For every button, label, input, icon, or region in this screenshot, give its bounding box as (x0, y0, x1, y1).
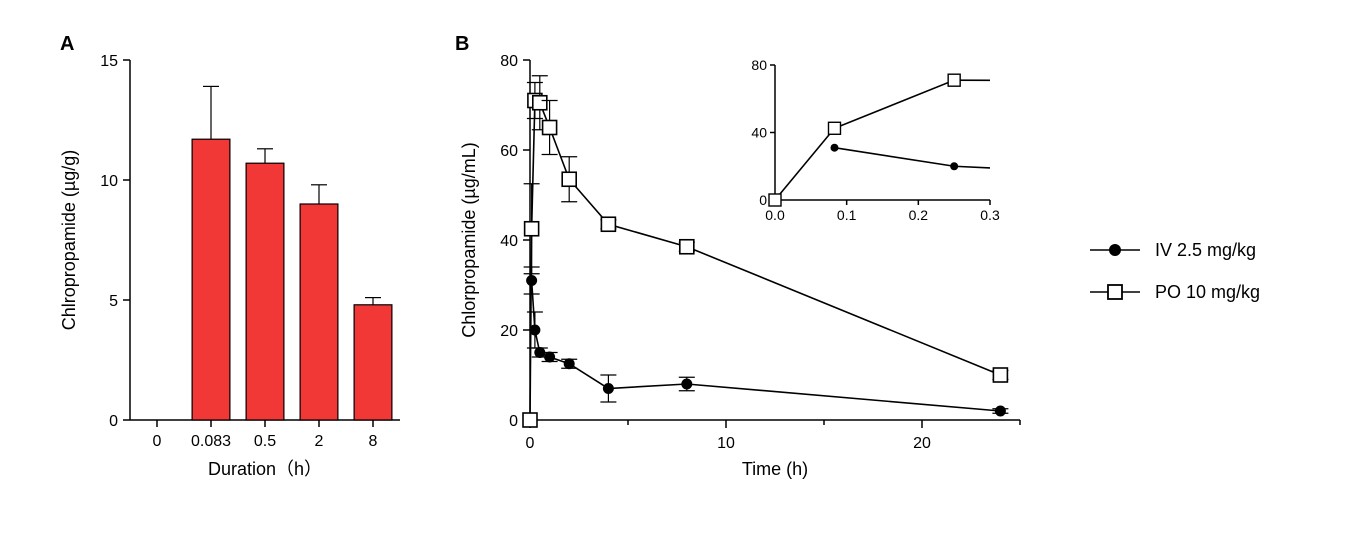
figure-stage: 05101500.0830.528Chlropropamide (µg/g)Du… (0, 0, 1363, 548)
legend-marker-square-icon (1108, 285, 1122, 299)
legend-label: IV 2.5 mg/kg (1155, 240, 1256, 260)
legend-marker-circle-icon (1109, 244, 1121, 256)
legend-svg: IV 2.5 mg/kg PO 10 mg/kg (0, 0, 1363, 548)
legend-label: PO 10 mg/kg (1155, 282, 1260, 302)
